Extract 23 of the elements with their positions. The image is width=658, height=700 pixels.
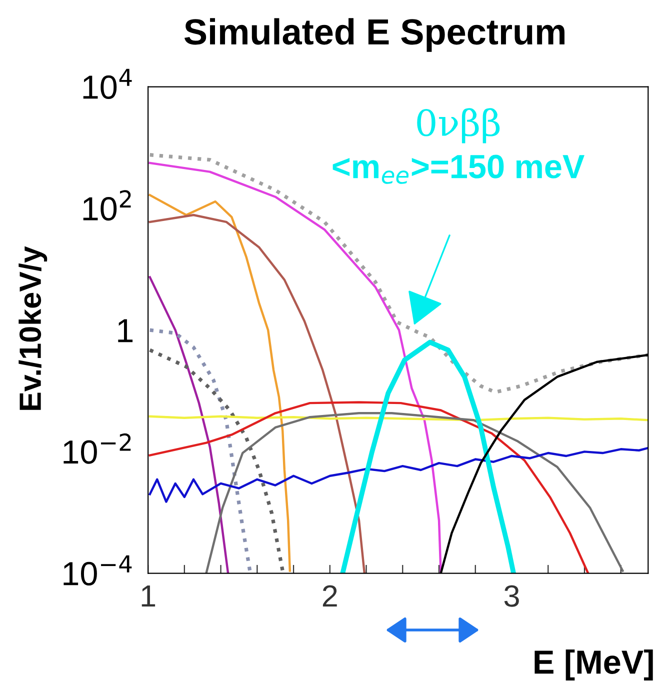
- x-tick-label: 2: [322, 585, 337, 607]
- line-series: [148, 214, 366, 574]
- annotation: <m$_{ee}$>=150 meV: [332, 154, 584, 184]
- annotation: 0νββ: [417, 108, 500, 144]
- line-series: [148, 446, 648, 503]
- line-series: [148, 328, 252, 573]
- x-axis-title: E [MeV]: [534, 649, 653, 681]
- line-series: [340, 340, 516, 574]
- y-tick-label: 10$^{4}$: [83, 68, 132, 99]
- line-series: [148, 348, 284, 573]
- line-series: [148, 401, 590, 574]
- y-axis-title: Ev./10keV/y: [18, 246, 48, 410]
- line-series: [148, 153, 648, 394]
- x-tick-label: 1: [142, 586, 156, 607]
- x-tick-label: 3: [504, 585, 519, 607]
- y-tick-label: 10$^{−4}$: [64, 555, 132, 586]
- chart-title: Simulated E Spectrum: [184, 18, 564, 52]
- line-series: [148, 194, 291, 572]
- y-tick-label: 10$^{2}$: [83, 190, 131, 221]
- line-series: [148, 276, 230, 574]
- line-series: [205, 412, 624, 574]
- y-tick-label: 1: [118, 319, 133, 342]
- y-tick-label: 10$^{−2}$: [64, 433, 131, 464]
